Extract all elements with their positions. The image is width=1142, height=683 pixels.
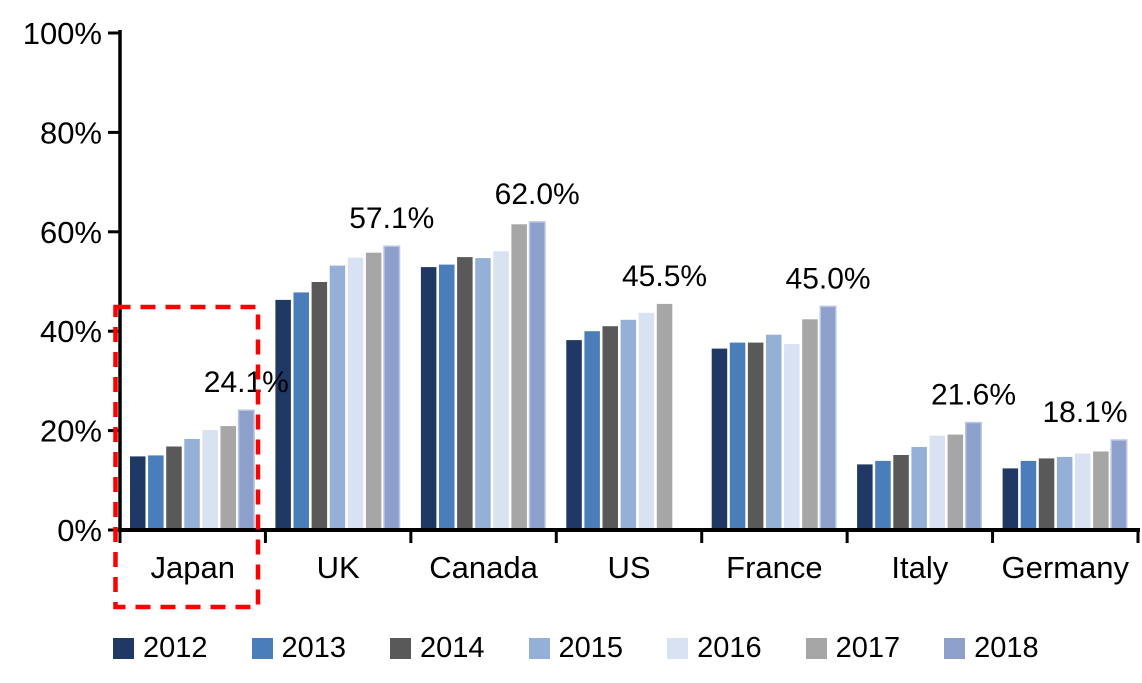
- bar-2013-germany: [1020, 460, 1037, 530]
- bar-2018-italy: [964, 421, 982, 531]
- bar-2016-france: [784, 344, 800, 530]
- bar-2015-italy: [911, 447, 927, 530]
- legend-label-2016: 2016: [697, 632, 762, 664]
- bar-2013-italy: [875, 460, 891, 530]
- legend-swatch-2017: [805, 638, 827, 659]
- category-label-japan: Japan: [150, 550, 234, 585]
- category-label-canada: Canada: [429, 550, 538, 585]
- category-label-us: US: [607, 550, 650, 585]
- bar-2014-canada: [457, 257, 473, 530]
- bar-2015-us: [620, 319, 637, 530]
- bar-2014-us: [602, 326, 618, 530]
- bar-2013-us: [584, 331, 600, 530]
- data-label-us: 45.5%: [622, 260, 707, 293]
- bar-2012-italy: [857, 464, 873, 530]
- legend-swatch-2012: [113, 638, 134, 659]
- y-axis-tick-label: 0%: [57, 513, 102, 548]
- bar-2018-france: [819, 305, 837, 531]
- bar-2014-uk: [311, 282, 328, 530]
- bar-2015-uk: [329, 265, 346, 530]
- data-label-italy: 21.6%: [931, 379, 1016, 412]
- bar-2012-japan: [130, 456, 146, 530]
- bar-2017-canada: [511, 224, 527, 531]
- bar-2013-japan: [148, 455, 164, 530]
- bar-2016-japan: [202, 430, 218, 530]
- legend-swatch-2013: [251, 638, 273, 659]
- bar-2012-uk: [275, 299, 291, 530]
- data-label-uk: 57.1%: [349, 202, 434, 235]
- y-axis-tick-label: 20%: [40, 414, 102, 449]
- category-label-uk: UK: [317, 550, 360, 585]
- data-label-canada: 62.0%: [495, 178, 580, 211]
- bar-2017-france: [802, 319, 818, 530]
- chart-legend: 2012 2013 2014 2015 2016 2017 2018: [113, 634, 1039, 663]
- highlight-dashed-box: [113, 304, 261, 610]
- bar-2014-germany: [1038, 458, 1055, 530]
- data-label-japan: 24.1%: [204, 366, 289, 399]
- legend-item-2018: 2018: [944, 634, 1039, 663]
- category-label-germany: Germany: [1002, 550, 1130, 585]
- bar-2017-uk: [365, 252, 382, 530]
- bar-2018-uk: [383, 245, 401, 531]
- bar-2014-japan: [166, 446, 182, 530]
- legend-swatch-2014: [390, 638, 412, 659]
- bar-2012-canada: [420, 267, 437, 530]
- bar-2017-us: [656, 303, 673, 530]
- legend-swatch-2015: [528, 638, 550, 659]
- bar-2014-italy: [893, 455, 909, 530]
- legend-label-2013: 2013: [281, 632, 347, 664]
- legend-label-2012: 2012: [143, 632, 208, 664]
- legend-item-2016: 2016: [667, 634, 762, 663]
- legend-item-2014: 2014: [390, 634, 485, 663]
- bar-2014-france: [747, 342, 764, 530]
- bar-2016-us: [638, 312, 655, 530]
- data-label-germany: 18.1%: [1042, 396, 1127, 429]
- y-axis-tick-label: 40%: [40, 314, 102, 349]
- legend-label-2014: 2014: [420, 632, 485, 664]
- bar-2018-japan: [237, 409, 255, 531]
- bar-2015-japan: [184, 439, 200, 530]
- bar-2012-france: [711, 348, 728, 530]
- legend-item-2015: 2015: [528, 632, 624, 664]
- bar-2016-germany: [1075, 453, 1091, 530]
- y-axis-tick-label: 100%: [23, 16, 102, 51]
- legend-item-2012: 2012: [113, 634, 208, 663]
- legend-label-2017: 2017: [835, 632, 901, 664]
- bar-2013-uk: [293, 292, 309, 530]
- bar-2012-germany: [1002, 468, 1019, 530]
- legend-swatch-2018: [944, 638, 966, 659]
- y-axis-tick-label: 60%: [40, 215, 102, 250]
- bar-2017-italy: [947, 434, 964, 530]
- legend-item-2013: 2013: [251, 632, 347, 664]
- bar-2015-canada: [475, 258, 491, 530]
- bar-2017-japan: [220, 426, 236, 530]
- legend-label-2015: 2015: [558, 632, 624, 664]
- legend-swatch-2016: [667, 638, 689, 659]
- legend-label-2018: 2018: [974, 632, 1039, 664]
- category-label-france: France: [726, 550, 822, 585]
- bar-2016-canada: [493, 251, 509, 530]
- bar-2013-france: [729, 342, 746, 530]
- bar-2016-italy: [929, 435, 945, 530]
- bar-2017-germany: [1093, 451, 1109, 530]
- legend-item-2017: 2017: [805, 632, 901, 664]
- bar-2015-france: [766, 334, 782, 530]
- bar-2018-germany: [1110, 439, 1128, 531]
- bar-2016-uk: [347, 257, 364, 530]
- data-label-france: 45.0%: [786, 262, 871, 295]
- bar-2012-us: [566, 340, 582, 530]
- bar-2015-germany: [1056, 456, 1073, 530]
- bar-2018-canada: [528, 221, 546, 531]
- y-axis-tick-label: 80%: [40, 115, 102, 150]
- category-label-italy: Italy: [891, 550, 948, 585]
- bar-2013-canada: [439, 264, 455, 530]
